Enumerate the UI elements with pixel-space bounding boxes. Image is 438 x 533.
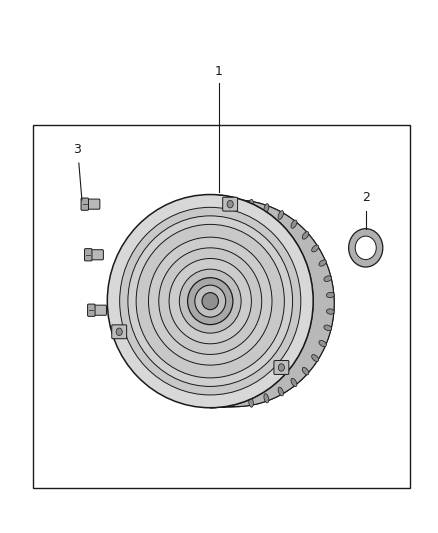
Ellipse shape [291, 220, 297, 228]
Circle shape [116, 328, 122, 335]
Ellipse shape [278, 211, 283, 220]
Ellipse shape [264, 204, 269, 213]
Ellipse shape [148, 237, 272, 365]
Ellipse shape [291, 378, 297, 386]
FancyBboxPatch shape [223, 197, 237, 211]
Circle shape [227, 200, 233, 208]
Ellipse shape [319, 260, 326, 266]
Ellipse shape [264, 394, 269, 403]
Ellipse shape [195, 285, 226, 317]
Text: 2: 2 [362, 191, 370, 204]
Ellipse shape [107, 195, 313, 408]
Ellipse shape [202, 293, 219, 310]
Ellipse shape [278, 387, 283, 396]
Ellipse shape [349, 229, 383, 267]
Ellipse shape [326, 292, 334, 298]
FancyBboxPatch shape [274, 360, 289, 374]
FancyBboxPatch shape [85, 248, 92, 261]
Ellipse shape [249, 398, 253, 407]
FancyBboxPatch shape [88, 304, 95, 317]
Circle shape [278, 364, 284, 371]
FancyBboxPatch shape [90, 249, 103, 260]
Ellipse shape [324, 325, 332, 330]
Text: 3: 3 [73, 143, 81, 156]
Ellipse shape [134, 200, 334, 407]
Ellipse shape [249, 199, 253, 209]
FancyBboxPatch shape [81, 198, 88, 210]
FancyBboxPatch shape [93, 305, 106, 316]
Ellipse shape [187, 278, 233, 325]
Ellipse shape [312, 245, 319, 252]
Ellipse shape [169, 259, 251, 344]
FancyBboxPatch shape [87, 199, 100, 209]
FancyBboxPatch shape [112, 325, 127, 338]
Ellipse shape [120, 207, 301, 395]
Bar [33, 125, 410, 488]
Text: 1: 1 [215, 66, 223, 78]
Ellipse shape [302, 232, 309, 239]
Ellipse shape [180, 269, 241, 333]
Ellipse shape [312, 354, 319, 361]
Ellipse shape [302, 367, 309, 375]
Polygon shape [210, 195, 334, 408]
Ellipse shape [355, 236, 376, 260]
Ellipse shape [128, 216, 293, 386]
Ellipse shape [159, 248, 261, 354]
Ellipse shape [326, 309, 334, 314]
Ellipse shape [324, 276, 332, 281]
Ellipse shape [136, 224, 284, 378]
Ellipse shape [319, 341, 326, 346]
